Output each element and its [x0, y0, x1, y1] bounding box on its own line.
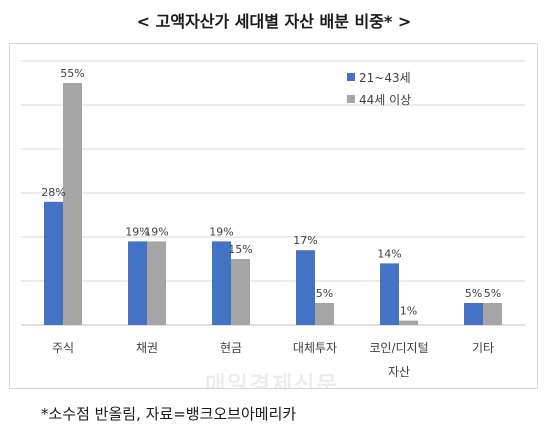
data-label: 14% — [377, 247, 401, 260]
watermark: 매일경제신문 — [205, 373, 338, 388]
data-label: 28% — [41, 186, 65, 199]
data-label: 19% — [209, 225, 233, 238]
x-tick-label: 코인/디지털 — [369, 341, 428, 355]
data-label: 19% — [125, 225, 149, 238]
data-label: 19% — [144, 225, 168, 238]
bar-chart: 28%55%19%19% 19%15%17%5%14%1%5% 5% 주식 채권 현금 대… — [21, 60, 525, 388]
bar-series1 — [464, 303, 483, 325]
legend-label: 44세 이상 — [359, 93, 411, 107]
legend-label: 21~43세 — [359, 71, 411, 85]
x-tick-label: 현금 — [220, 341, 242, 355]
bar-series2 — [147, 241, 166, 325]
x-tick-label: 자산 — [388, 365, 410, 379]
data-label: 17% — [293, 234, 317, 247]
chart-title: < 고액자산가 세대별 자산 배분 비중* > — [136, 12, 412, 31]
bar-series2 — [315, 303, 334, 325]
bar-series1 — [380, 263, 399, 325]
footnote: *소수점 반올림, 자료=뱅크오브아메리카 — [41, 405, 297, 423]
bar-series2 — [483, 303, 502, 325]
legend-swatch — [347, 95, 355, 103]
x-tick-label: 채권 — [136, 341, 158, 355]
x-tick-label: 대체투자 — [293, 341, 337, 355]
gridlines — [21, 60, 525, 326]
bar-series2 — [231, 259, 250, 325]
x-tick-label: 기타 — [472, 341, 494, 355]
bar-series2 — [399, 320, 418, 325]
bar-series1 — [212, 241, 231, 325]
data-label: 1% — [400, 305, 417, 318]
data-labels: 28%55%19%19% 19%15%17%5%14%1%5% 5% — [41, 67, 501, 318]
bar-series2 — [63, 83, 82, 325]
legend-swatch — [347, 73, 355, 81]
x-tick-label: 주식 — [52, 341, 74, 355]
data-label: 5% — [316, 287, 333, 300]
data-label: 15% — [228, 243, 252, 256]
data-label: 5% — [465, 287, 482, 300]
data-label: 55% — [60, 67, 84, 80]
chart-area: 28% 55% 19% 19% 19% 15% 17% 5% 14% 1% 5% 5% 주식 채권 현금 대… — [9, 43, 538, 389]
bar-series1 — [128, 241, 147, 325]
data-label: 5% — [484, 287, 501, 300]
bars — [44, 83, 502, 325]
bar-series1 — [296, 250, 315, 325]
legend: 21~43세 44세 이상 — [347, 71, 411, 107]
bar-series1 — [44, 201, 63, 325]
